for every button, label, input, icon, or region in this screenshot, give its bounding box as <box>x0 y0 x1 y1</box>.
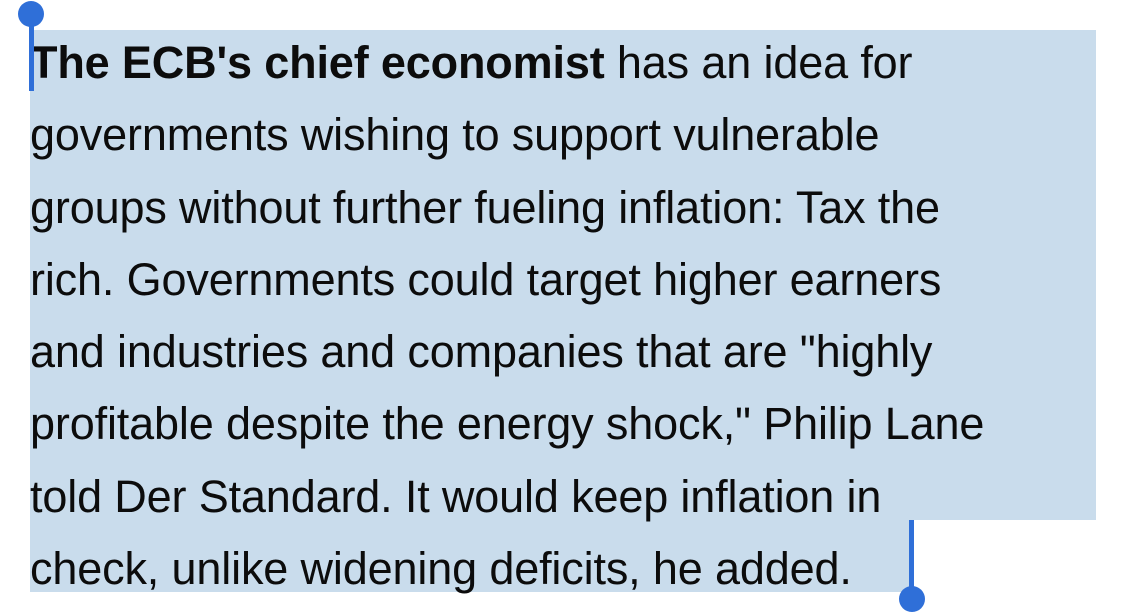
text-line-5: and industries and companies that are "h… <box>30 326 933 378</box>
text-line-2: governments wishing to support vulnerabl… <box>30 109 880 161</box>
line-1-rest: has an idea for <box>604 37 913 88</box>
text-line-8: check, unlike widening deficits, he adde… <box>30 543 852 595</box>
text-line-7: told Der Standard. It would keep inflati… <box>30 470 882 522</box>
text-line-1: The ECB's chief economist has an idea fo… <box>30 27 1100 99</box>
text-line-6: profitable despite the energy shock," Ph… <box>30 398 985 450</box>
text-line-4: rich. Governments could target higher ea… <box>30 253 942 305</box>
text-line-3: groups without further fueling inflation… <box>30 181 940 233</box>
text-selection-highlight <box>30 30 1096 520</box>
selection-end-knob[interactable] <box>899 586 925 612</box>
lede-bold-text: The ECB's chief economist <box>30 37 605 88</box>
selection-start-knob[interactable] <box>18 1 44 27</box>
article-paragraph[interactable]: The ECB's chief economist has an idea fo… <box>30 27 1100 605</box>
selection-end-handle[interactable] <box>909 520 914 592</box>
selection-start-handle[interactable] <box>29 14 34 91</box>
text-selection-highlight-last-line <box>30 519 913 592</box>
